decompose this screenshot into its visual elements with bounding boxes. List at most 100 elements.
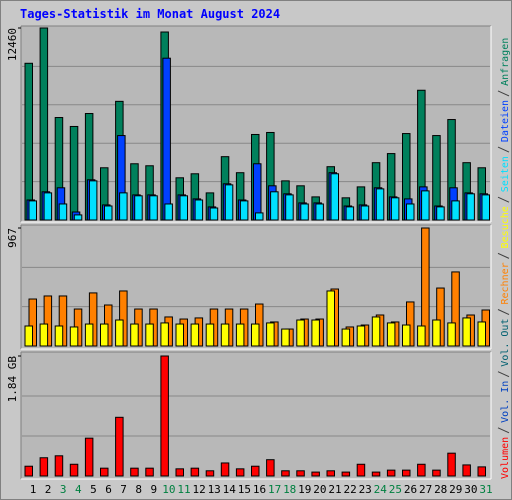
x-tick-label: 6 — [105, 483, 112, 496]
bar — [477, 321, 486, 347]
bar — [402, 469, 411, 477]
bar — [436, 206, 445, 221]
legend-entry: Seiten — [500, 156, 511, 192]
bar — [100, 323, 109, 347]
bar — [447, 452, 456, 477]
x-tick-label: 22 — [343, 483, 356, 496]
bar — [175, 323, 184, 347]
bar — [326, 290, 335, 347]
bar — [371, 471, 381, 477]
bar — [281, 328, 290, 347]
bar — [417, 325, 426, 347]
bar — [330, 173, 339, 221]
x-tick-label: 19 — [298, 483, 311, 496]
legend-separator — [497, 196, 510, 203]
bar — [220, 462, 230, 477]
bar — [73, 214, 83, 221]
bar — [406, 203, 415, 221]
bar — [205, 323, 215, 347]
legend-entry: Vol. In — [500, 381, 511, 423]
x-tick-label: 26 — [404, 483, 417, 496]
bar — [341, 328, 351, 347]
x-tick-label: 25 — [389, 483, 402, 496]
legend-entry: Besuche — [500, 206, 511, 248]
bar — [54, 455, 64, 477]
bar — [239, 200, 249, 221]
bar — [84, 437, 94, 477]
x-tick-label: 29 — [449, 483, 462, 496]
bar — [447, 322, 456, 347]
legend-entry: Rechner — [500, 262, 511, 304]
bar — [270, 191, 279, 221]
bar — [251, 465, 260, 477]
bar — [149, 195, 158, 221]
x-tick-label: 1 — [30, 483, 37, 496]
x-tick-label: 8 — [135, 483, 142, 496]
x-tick-label: 7 — [120, 483, 127, 496]
x-tick-label: 2 — [45, 483, 52, 496]
x-tick-label: 4 — [75, 483, 82, 496]
bar — [311, 471, 320, 477]
x-tick-label: 23 — [359, 483, 372, 496]
bar — [462, 464, 471, 477]
x-tick-label: 13 — [208, 483, 221, 496]
bar — [209, 207, 219, 221]
bar — [160, 355, 169, 477]
bar — [145, 467, 154, 477]
bar — [255, 212, 264, 221]
bar — [190, 323, 200, 347]
bar — [115, 319, 124, 347]
bar — [421, 190, 430, 221]
legend-separator — [497, 371, 510, 378]
bar — [220, 323, 230, 347]
bar — [356, 463, 366, 477]
chart-title: Tages-Statistik im Monat August 2024 — [20, 7, 280, 21]
legend-separator — [497, 309, 510, 315]
bar — [58, 203, 68, 221]
bar — [119, 192, 128, 221]
x-tick-label: 5 — [90, 483, 97, 496]
x-tick-label: 27 — [419, 483, 432, 496]
bar — [235, 323, 245, 347]
x-tick-label: 14 — [223, 483, 237, 496]
x-tick-label: 12 — [192, 483, 205, 496]
x-tick-label: 16 — [253, 483, 266, 496]
legend-entry: Anfragen — [500, 38, 511, 86]
bar — [145, 323, 154, 347]
bar — [69, 125, 79, 221]
x-tick-label: 18 — [283, 483, 296, 496]
bar — [432, 319, 441, 347]
bar — [341, 471, 351, 477]
bar — [296, 319, 305, 347]
x-tick-label: 15 — [238, 483, 251, 496]
bar — [451, 200, 460, 221]
x-tick-label: 24 — [374, 483, 388, 496]
bar — [311, 319, 320, 347]
bar — [205, 470, 215, 477]
bar — [28, 200, 37, 221]
bar — [134, 195, 143, 221]
y-tick-label: 1.84 GB — [6, 356, 19, 403]
bar — [386, 322, 396, 347]
bar — [224, 184, 234, 221]
x-tick-label: 3 — [60, 483, 67, 496]
bar — [160, 322, 169, 347]
bar — [164, 203, 173, 221]
x-tick-label: 10 — [162, 483, 175, 496]
plot-area — [21, 352, 491, 479]
bar — [130, 323, 139, 347]
legend-separator — [497, 90, 510, 97]
x-tick-label: 9 — [150, 483, 157, 496]
bar — [371, 316, 381, 347]
x-tick-label: 31 — [479, 483, 492, 496]
legend-separator — [497, 146, 510, 153]
bar — [88, 180, 98, 221]
bar — [39, 27, 49, 221]
bar — [375, 188, 385, 221]
bar — [235, 468, 245, 477]
x-tick-label: 28 — [434, 483, 447, 496]
bar — [386, 469, 396, 477]
bar — [24, 62, 33, 221]
bar — [39, 323, 49, 347]
x-tick-label: 30 — [464, 483, 477, 496]
